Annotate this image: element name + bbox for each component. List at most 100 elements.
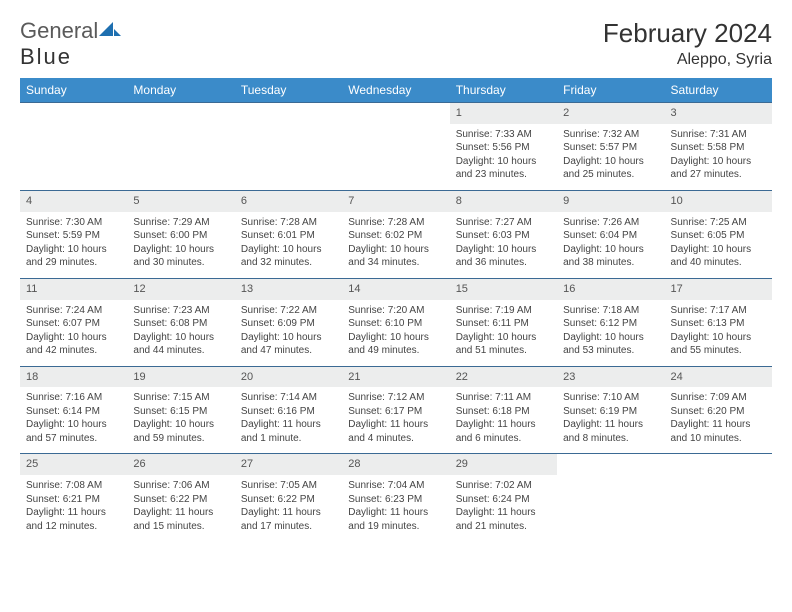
sunrise-line: Sunrise: 7:32 AM xyxy=(563,128,658,142)
day-info-cell: Sunrise: 7:15 AMSunset: 6:15 PMDaylight:… xyxy=(127,387,234,454)
weekday-header: Sunday xyxy=(20,78,127,103)
sunset-line: Sunset: 6:21 PM xyxy=(26,493,121,507)
sunrise-line: Sunrise: 7:11 AM xyxy=(456,391,551,405)
calendar-table: SundayMondayTuesdayWednesdayThursdayFrid… xyxy=(20,78,772,541)
day-number-cell: 8 xyxy=(450,190,557,211)
day-number-cell: 5 xyxy=(127,190,234,211)
sunset-line: Sunset: 6:15 PM xyxy=(133,405,228,419)
day-number-row: 45678910 xyxy=(20,190,772,211)
sunset-line: Sunset: 6:14 PM xyxy=(26,405,121,419)
day-info-cell: Sunrise: 7:17 AMSunset: 6:13 PMDaylight:… xyxy=(665,300,772,367)
day-info-row: Sunrise: 7:30 AMSunset: 5:59 PMDaylight:… xyxy=(20,212,772,279)
sunrise-line: Sunrise: 7:17 AM xyxy=(671,304,766,318)
day-number-cell: 14 xyxy=(342,278,449,299)
day-info-cell: Sunrise: 7:28 AMSunset: 6:01 PMDaylight:… xyxy=(235,212,342,279)
day-info-cell: Sunrise: 7:11 AMSunset: 6:18 PMDaylight:… xyxy=(450,387,557,454)
day-info-row: Sunrise: 7:08 AMSunset: 6:21 PMDaylight:… xyxy=(20,475,772,541)
day-info-cell: Sunrise: 7:28 AMSunset: 6:02 PMDaylight:… xyxy=(342,212,449,279)
daylight-line: Daylight: 10 hours and 30 minutes. xyxy=(133,243,228,270)
daylight-line: Daylight: 10 hours and 53 minutes. xyxy=(563,331,658,358)
day-info-cell: Sunrise: 7:32 AMSunset: 5:57 PMDaylight:… xyxy=(557,124,664,191)
sunset-line: Sunset: 6:11 PM xyxy=(456,317,551,331)
sunset-line: Sunset: 6:01 PM xyxy=(241,229,336,243)
sunset-line: Sunset: 6:13 PM xyxy=(671,317,766,331)
daylight-line: Daylight: 10 hours and 29 minutes. xyxy=(26,243,121,270)
brand-sail-icon xyxy=(99,18,121,43)
day-number-cell: 27 xyxy=(235,454,342,475)
day-info-cell: Sunrise: 7:05 AMSunset: 6:22 PMDaylight:… xyxy=(235,475,342,541)
day-number-cell: 15 xyxy=(450,278,557,299)
day-info-cell: Sunrise: 7:22 AMSunset: 6:09 PMDaylight:… xyxy=(235,300,342,367)
day-info-row: Sunrise: 7:24 AMSunset: 6:07 PMDaylight:… xyxy=(20,300,772,367)
sunrise-line: Sunrise: 7:33 AM xyxy=(456,128,551,142)
daylight-line: Daylight: 11 hours and 10 minutes. xyxy=(671,418,766,445)
day-number-cell: 12 xyxy=(127,278,234,299)
sunset-line: Sunset: 6:04 PM xyxy=(563,229,658,243)
day-number-cell: 19 xyxy=(127,366,234,387)
sunrise-line: Sunrise: 7:09 AM xyxy=(671,391,766,405)
day-info-cell xyxy=(127,124,234,191)
day-number-row: 2526272829 xyxy=(20,454,772,475)
day-info-row: Sunrise: 7:33 AMSunset: 5:56 PMDaylight:… xyxy=(20,124,772,191)
day-info-cell: Sunrise: 7:25 AMSunset: 6:05 PMDaylight:… xyxy=(665,212,772,279)
day-info-cell: Sunrise: 7:04 AMSunset: 6:23 PMDaylight:… xyxy=(342,475,449,541)
daylight-line: Daylight: 10 hours and 47 minutes. xyxy=(241,331,336,358)
sunset-line: Sunset: 6:02 PM xyxy=(348,229,443,243)
weekday-header: Friday xyxy=(557,78,664,103)
sunset-line: Sunset: 6:22 PM xyxy=(241,493,336,507)
day-info-cell: Sunrise: 7:26 AMSunset: 6:04 PMDaylight:… xyxy=(557,212,664,279)
sunrise-line: Sunrise: 7:19 AM xyxy=(456,304,551,318)
page-title: February 2024 xyxy=(603,18,772,49)
sunset-line: Sunset: 6:03 PM xyxy=(456,229,551,243)
title-block: February 2024 Aleppo, Syria xyxy=(603,18,772,69)
sunrise-line: Sunrise: 7:15 AM xyxy=(133,391,228,405)
daylight-line: Daylight: 10 hours and 34 minutes. xyxy=(348,243,443,270)
day-number-cell: 28 xyxy=(342,454,449,475)
sunset-line: Sunset: 6:09 PM xyxy=(241,317,336,331)
day-number-cell: 17 xyxy=(665,278,772,299)
daylight-line: Daylight: 10 hours and 59 minutes. xyxy=(133,418,228,445)
day-number-cell: 22 xyxy=(450,366,557,387)
sunset-line: Sunset: 6:08 PM xyxy=(133,317,228,331)
location: Aleppo, Syria xyxy=(603,51,772,69)
day-number-cell: 6 xyxy=(235,190,342,211)
day-number-cell: 1 xyxy=(450,103,557,124)
weekday-header: Thursday xyxy=(450,78,557,103)
day-info-cell: Sunrise: 7:16 AMSunset: 6:14 PMDaylight:… xyxy=(20,387,127,454)
sunrise-line: Sunrise: 7:28 AM xyxy=(241,216,336,230)
day-info-cell: Sunrise: 7:33 AMSunset: 5:56 PMDaylight:… xyxy=(450,124,557,191)
sunrise-line: Sunrise: 7:30 AM xyxy=(26,216,121,230)
weekday-header: Wednesday xyxy=(342,78,449,103)
day-number-cell: 13 xyxy=(235,278,342,299)
daylight-line: Daylight: 10 hours and 38 minutes. xyxy=(563,243,658,270)
sunset-line: Sunset: 6:12 PM xyxy=(563,317,658,331)
day-number-cell: 23 xyxy=(557,366,664,387)
sunset-line: Sunset: 6:16 PM xyxy=(241,405,336,419)
day-number-cell: 11 xyxy=(20,278,127,299)
weekday-header: Tuesday xyxy=(235,78,342,103)
sunset-line: Sunset: 6:24 PM xyxy=(456,493,551,507)
brand-part1: General xyxy=(20,18,98,43)
day-number-cell xyxy=(665,454,772,475)
day-info-cell: Sunrise: 7:06 AMSunset: 6:22 PMDaylight:… xyxy=(127,475,234,541)
day-info-cell xyxy=(665,475,772,541)
daylight-line: Daylight: 10 hours and 23 minutes. xyxy=(456,155,551,182)
day-info-cell: Sunrise: 7:20 AMSunset: 6:10 PMDaylight:… xyxy=(342,300,449,367)
day-number-cell xyxy=(557,454,664,475)
sunset-line: Sunset: 6:00 PM xyxy=(133,229,228,243)
day-info-cell: Sunrise: 7:10 AMSunset: 6:19 PMDaylight:… xyxy=(557,387,664,454)
day-number-cell: 25 xyxy=(20,454,127,475)
sunrise-line: Sunrise: 7:14 AM xyxy=(241,391,336,405)
weekday-header: Monday xyxy=(127,78,234,103)
sunrise-line: Sunrise: 7:24 AM xyxy=(26,304,121,318)
header: General Blue February 2024 Aleppo, Syria xyxy=(20,18,772,70)
day-info-cell: Sunrise: 7:29 AMSunset: 6:00 PMDaylight:… xyxy=(127,212,234,279)
daylight-line: Daylight: 10 hours and 44 minutes. xyxy=(133,331,228,358)
day-number-cell: 10 xyxy=(665,190,772,211)
sunrise-line: Sunrise: 7:22 AM xyxy=(241,304,336,318)
daylight-line: Daylight: 11 hours and 12 minutes. xyxy=(26,506,121,533)
day-info-cell xyxy=(20,124,127,191)
brand-name: General Blue xyxy=(20,18,121,70)
sunrise-line: Sunrise: 7:26 AM xyxy=(563,216,658,230)
day-number-cell: 2 xyxy=(557,103,664,124)
